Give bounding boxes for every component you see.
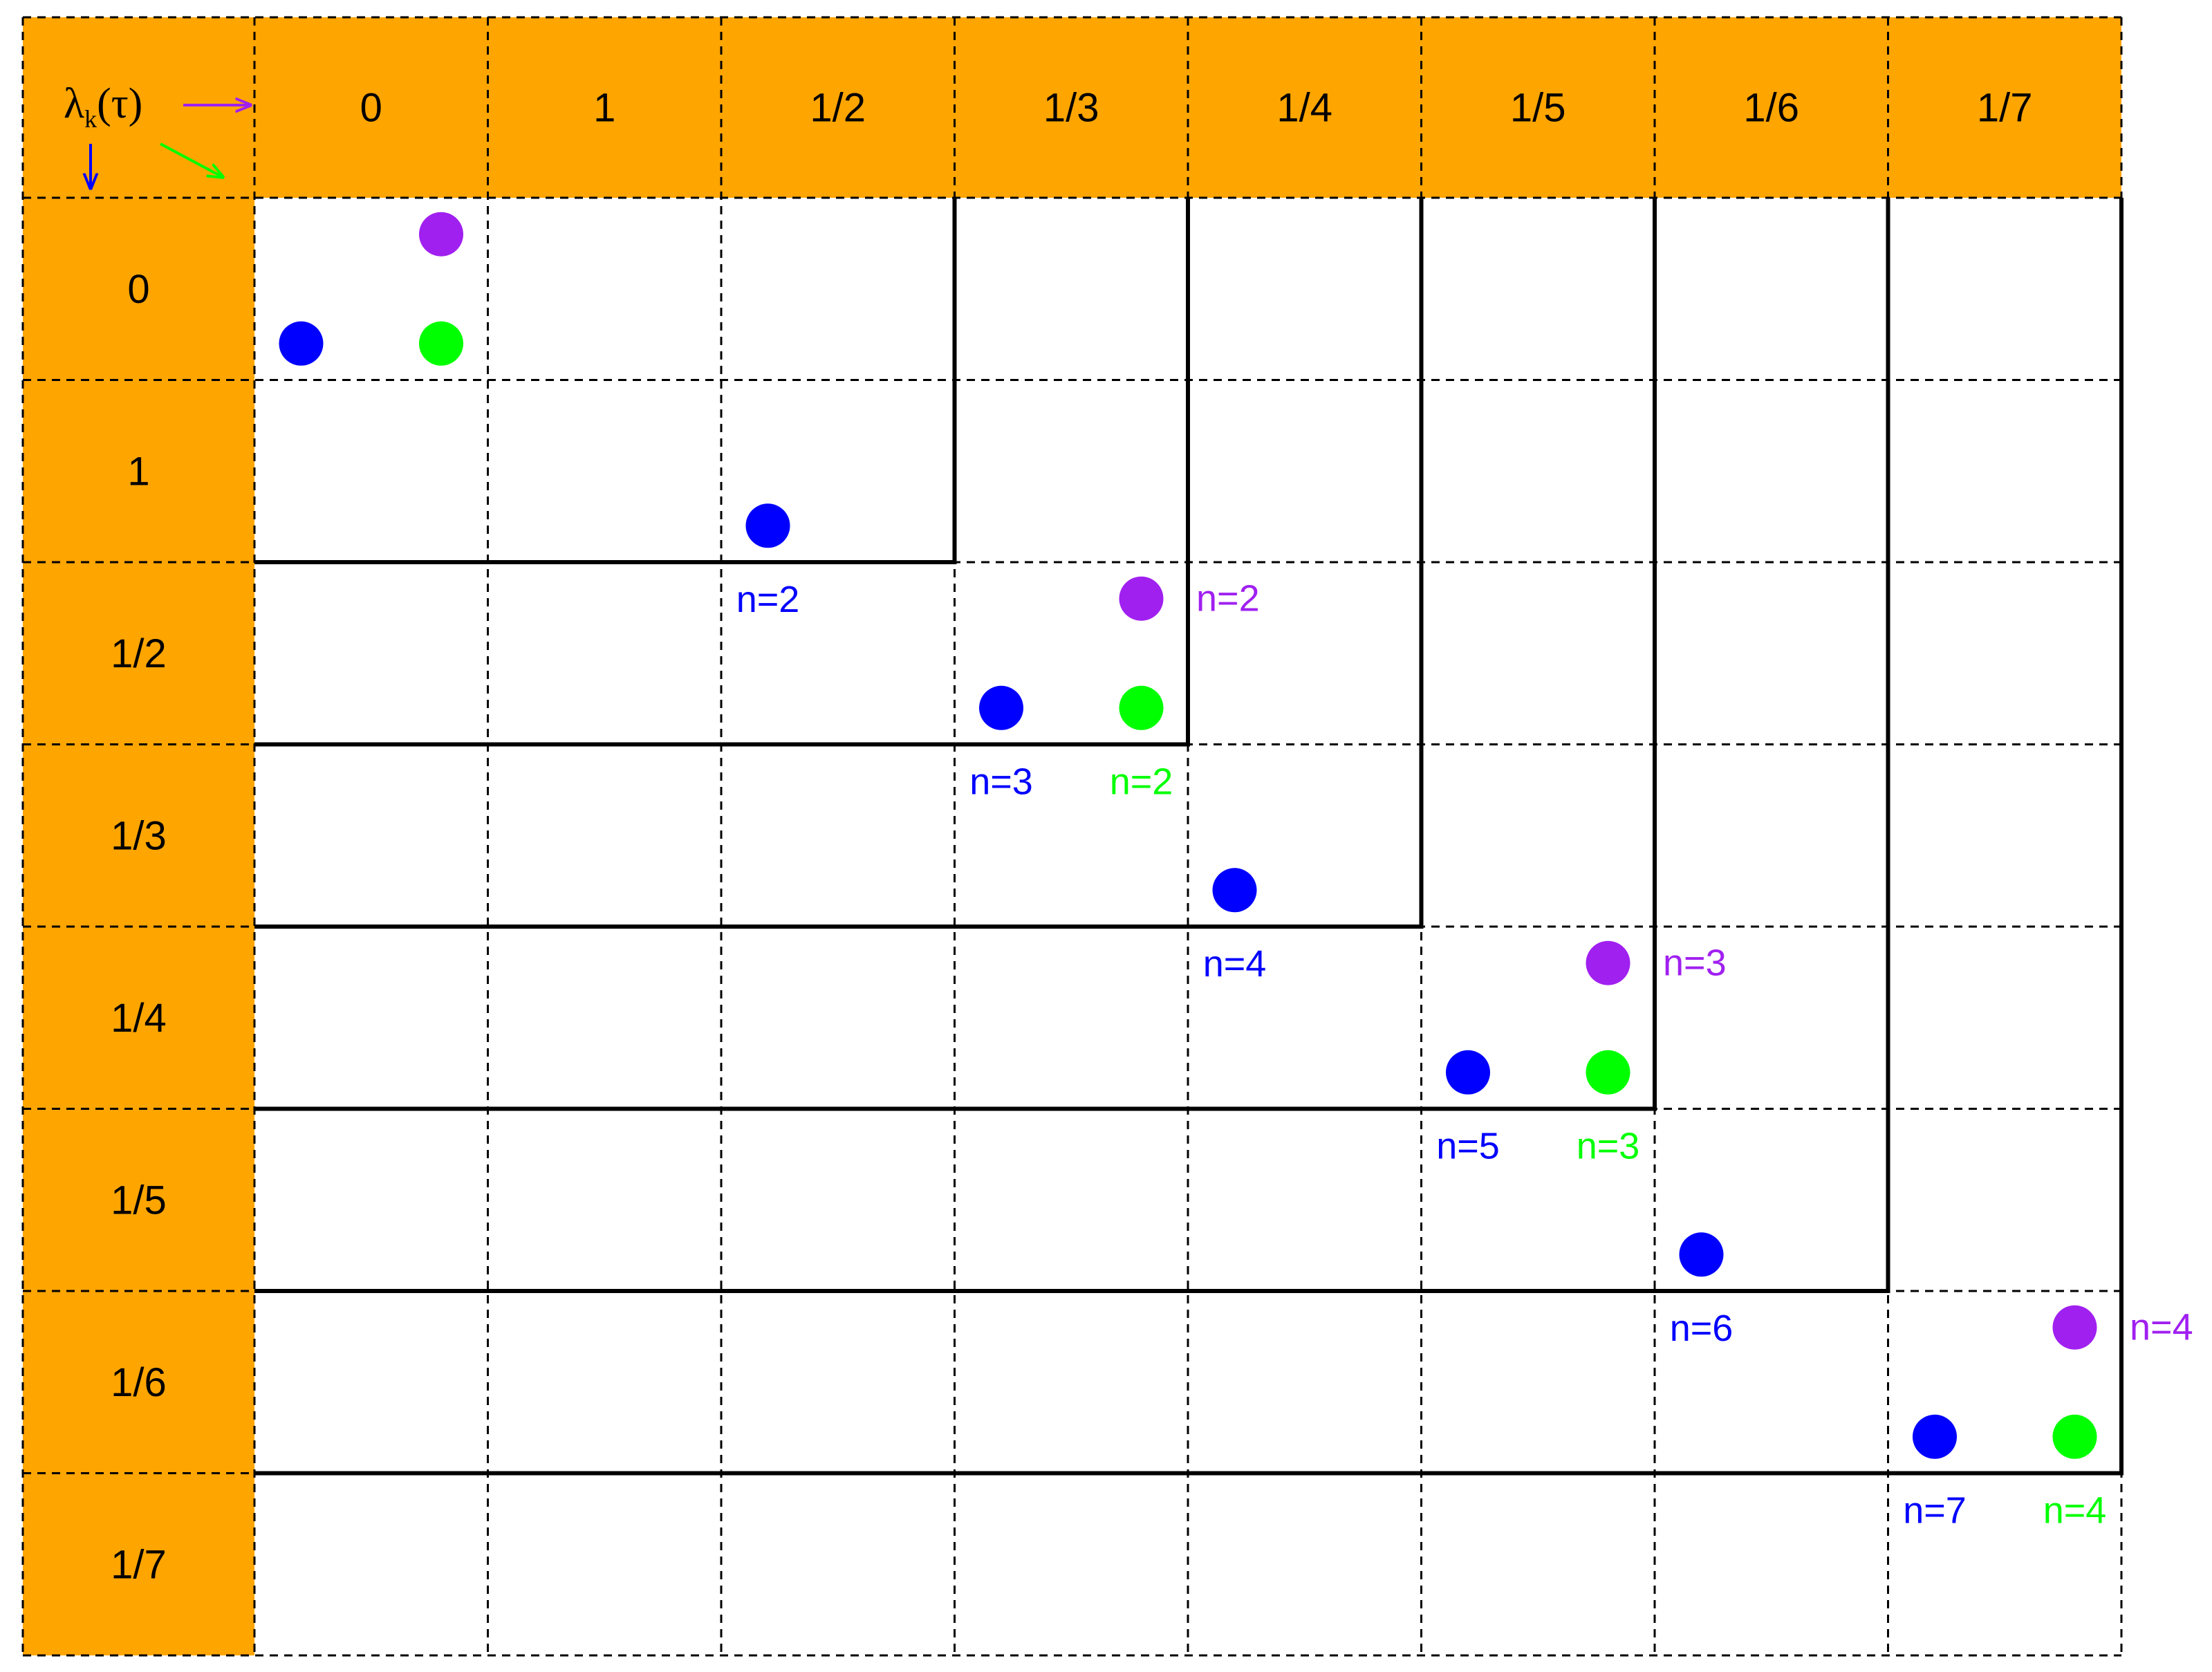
column-header-7: 1/7	[1977, 86, 2033, 131]
lambda-argument: (τ)	[97, 80, 142, 127]
point-blue-4	[745, 503, 790, 548]
point-label-blue-4: n=2	[736, 579, 800, 620]
point-blue-2	[279, 321, 324, 366]
lambda-subscript: k	[84, 105, 97, 133]
column-header-4: 1/4	[1276, 86, 1332, 131]
point-purple-9	[1586, 940, 1630, 985]
row-header-1: 1	[127, 449, 149, 494]
point-label-purple-13: n=4	[2130, 1307, 2193, 1348]
boundary-3	[254, 198, 1424, 929]
header-fills	[23, 17, 2121, 1655]
column-header-0: 0	[360, 86, 382, 131]
point-purple-5	[1119, 576, 1164, 621]
point-label-blue-8: n=4	[1203, 943, 1267, 985]
point-blue-10	[1446, 1050, 1490, 1095]
boundary-4	[254, 198, 1657, 1111]
point-label-green-15: n=4	[2043, 1490, 2107, 1532]
point-label-blue-6: n=3	[969, 761, 1033, 803]
header-row-fill	[23, 17, 2121, 198]
corner-arrow-diagonal	[160, 142, 223, 177]
row-header-4: 1/4	[111, 996, 167, 1041]
header-column-fill	[23, 17, 254, 1655]
boundary-2	[254, 198, 1190, 747]
boundary-6	[254, 198, 2123, 1476]
row-header-2: 1/2	[111, 631, 167, 676]
point-blue-14	[1913, 1414, 1957, 1459]
column-header-3: 1/3	[1043, 86, 1099, 131]
point-purple-1	[419, 212, 463, 257]
point-green-11	[1586, 1050, 1630, 1095]
row-header-0: 0	[127, 267, 149, 312]
point-green-3	[419, 321, 463, 366]
column-header-5: 1/5	[1510, 86, 1566, 131]
point-purple-13	[2052, 1305, 2097, 1350]
point-labels: n=2 n=2 n=3 n=2 n=4 n=3 n=5 n=3 n=6 n=4 n=7 n=4	[736, 578, 2193, 1532]
point-blue-6	[979, 685, 1023, 730]
column-header-6: 1/6	[1743, 86, 1799, 131]
boundary-5	[254, 198, 1890, 1293]
point-label-blue-10: n=5	[1436, 1126, 1500, 1167]
staircase-boundaries	[254, 198, 2123, 1476]
corner-cell: λk(τ)	[64, 80, 250, 188]
lambda-symbol: λ	[64, 80, 84, 127]
point-label-green-11: n=3	[1577, 1126, 1640, 1167]
row-headers: 0 1 1/2 1/3 1/4 1/5 1/6 1/7	[111, 267, 167, 1588]
point-green-15	[2052, 1414, 2097, 1459]
row-header-3: 1/3	[111, 813, 167, 858]
point-label-blue-14: n=7	[1903, 1490, 1967, 1532]
row-header-6: 1/6	[111, 1360, 167, 1405]
point-blue-8	[1212, 868, 1257, 913]
point-label-purple-9: n=3	[1663, 942, 1727, 984]
corner-lambda-label: λk(τ)	[64, 80, 142, 133]
point-label-purple-5: n=2	[1196, 578, 1260, 620]
row-header-7: 1/7	[111, 1542, 167, 1587]
column-header-2: 1/2	[810, 86, 866, 131]
column-header-1: 1	[593, 86, 615, 131]
point-green-7	[1119, 685, 1164, 730]
point-blue-12	[1679, 1232, 1724, 1277]
data-points	[279, 212, 2097, 1459]
point-label-green-7: n=2	[1110, 761, 1173, 803]
column-headers: 0 1 1/2 1/3 1/4 1/5 1/6 1/7	[360, 86, 2033, 131]
boundary-1	[254, 198, 957, 564]
row-header-5: 1/5	[111, 1178, 167, 1223]
point-label-blue-12: n=6	[1670, 1308, 1734, 1349]
